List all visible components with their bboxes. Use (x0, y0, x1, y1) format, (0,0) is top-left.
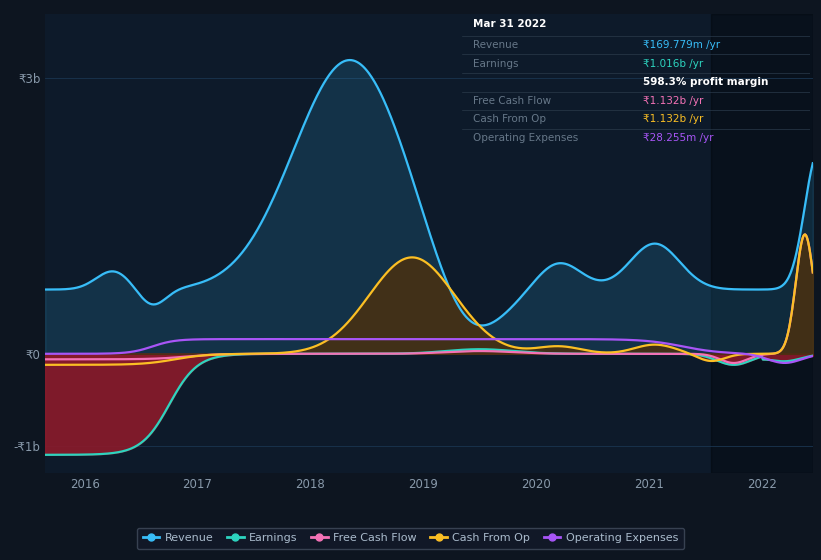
Text: Revenue: Revenue (473, 40, 518, 50)
Text: Mar 31 2022: Mar 31 2022 (473, 18, 546, 29)
Text: ₹1.132b /yr: ₹1.132b /yr (643, 96, 704, 106)
Text: ₹1.132b /yr: ₹1.132b /yr (643, 114, 704, 124)
Bar (711, 14, 813, 473)
Text: Earnings: Earnings (473, 59, 518, 69)
Text: 598.3% profit margin: 598.3% profit margin (643, 77, 768, 87)
Text: Operating Expenses: Operating Expenses (473, 133, 578, 143)
Text: ₹1.016b /yr: ₹1.016b /yr (643, 59, 704, 69)
Text: ₹28.255m /yr: ₹28.255m /yr (643, 133, 713, 143)
Text: ₹169.779m /yr: ₹169.779m /yr (643, 40, 720, 50)
Text: Cash From Op: Cash From Op (473, 114, 546, 124)
Text: Free Cash Flow: Free Cash Flow (473, 96, 551, 106)
Legend: Revenue, Earnings, Free Cash Flow, Cash From Op, Operating Expenses: Revenue, Earnings, Free Cash Flow, Cash … (137, 528, 684, 549)
